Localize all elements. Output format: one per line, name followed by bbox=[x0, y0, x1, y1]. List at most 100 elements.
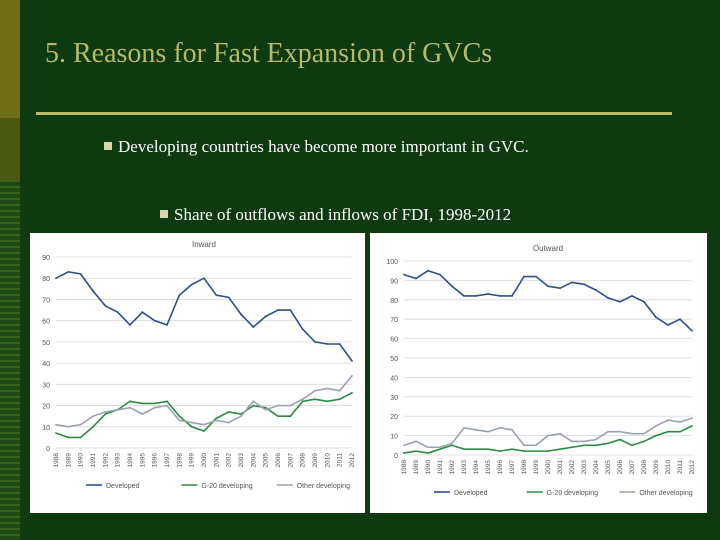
data-point bbox=[116, 311, 119, 314]
data-point bbox=[166, 324, 168, 326]
y-tick-label: 0 bbox=[46, 446, 50, 453]
data-point bbox=[166, 400, 168, 403]
data-point bbox=[547, 450, 549, 453]
y-tick-label: 100 bbox=[386, 259, 398, 266]
legend-label: Other developing bbox=[297, 483, 350, 490]
data-point bbox=[153, 402, 156, 405]
x-tick-label: 2011 bbox=[337, 453, 344, 467]
data-point bbox=[92, 425, 94, 428]
bullet-2-text: Share of outflows and inflows of FDI, 19… bbox=[174, 205, 512, 224]
legend-label: Developed bbox=[454, 490, 488, 497]
data-point bbox=[351, 360, 353, 362]
data-point bbox=[338, 389, 341, 392]
data-point bbox=[655, 434, 657, 437]
data-point bbox=[67, 425, 70, 428]
data-point bbox=[655, 425, 657, 427]
x-tick-label: 1991 bbox=[90, 453, 97, 468]
data-point bbox=[499, 426, 501, 429]
data-point bbox=[511, 448, 513, 451]
y-tick-label: 70 bbox=[390, 317, 398, 324]
data-point bbox=[215, 294, 218, 297]
data-point bbox=[559, 432, 561, 435]
data-point bbox=[55, 432, 57, 435]
left-bar-middle bbox=[0, 118, 20, 180]
x-tick-label: 1989 bbox=[413, 460, 420, 475]
chart-title: Inward bbox=[192, 240, 216, 249]
x-tick-label: 1995 bbox=[485, 460, 492, 475]
x-tick-label: 2000 bbox=[201, 453, 208, 468]
data-point bbox=[301, 328, 304, 331]
data-point bbox=[289, 309, 292, 311]
data-point bbox=[451, 442, 453, 445]
data-point bbox=[153, 319, 156, 322]
data-point bbox=[415, 450, 417, 453]
data-point bbox=[667, 419, 669, 421]
y-tick-label: 60 bbox=[42, 319, 50, 326]
x-tick-label: 1990 bbox=[425, 460, 432, 475]
y-tick-label: 20 bbox=[390, 414, 398, 421]
data-point bbox=[240, 313, 242, 316]
data-point bbox=[511, 428, 513, 431]
x-tick-label: 1994 bbox=[473, 460, 480, 475]
data-point bbox=[619, 300, 621, 303]
data-point bbox=[523, 275, 525, 278]
y-tick-label: 30 bbox=[390, 395, 398, 402]
x-tick-label: 1997 bbox=[509, 460, 516, 475]
bullet-point-2: Share of outflows and inflows of FDI, 19… bbox=[160, 205, 511, 225]
bullet-point-1: Developing countries have become more im… bbox=[104, 137, 529, 157]
data-point bbox=[631, 295, 633, 297]
x-tick-label: 1999 bbox=[533, 460, 540, 475]
data-point bbox=[116, 408, 119, 411]
y-tick-label: 80 bbox=[42, 276, 50, 283]
inward-fdi-chart: Inward 0 10 20 30 40 50 60 70 80 90 1988 1989 1990 199… bbox=[42, 240, 356, 490]
bullet-square-icon bbox=[160, 210, 168, 219]
data-point bbox=[571, 446, 573, 449]
data-point bbox=[314, 389, 316, 392]
data-point bbox=[487, 448, 489, 451]
y-tick-label: 40 bbox=[390, 375, 398, 382]
x-tick-label: 1990 bbox=[78, 453, 85, 468]
data-point bbox=[595, 438, 597, 441]
data-point bbox=[691, 329, 693, 332]
data-point bbox=[215, 419, 218, 422]
data-point bbox=[487, 430, 489, 433]
y-tick-label: 80 bbox=[390, 298, 398, 305]
x-tick-label: 2012 bbox=[349, 453, 356, 468]
data-point bbox=[691, 417, 693, 420]
x-tick-label: 2000 bbox=[545, 460, 552, 475]
data-point bbox=[92, 290, 94, 292]
data-point bbox=[79, 273, 82, 275]
data-point bbox=[607, 442, 609, 445]
data-point bbox=[415, 440, 417, 443]
data-point bbox=[439, 448, 441, 451]
x-tick-label: 1996 bbox=[497, 460, 504, 475]
title-underline bbox=[36, 112, 672, 115]
data-point bbox=[166, 404, 168, 407]
left-bar-top bbox=[0, 0, 20, 118]
x-tick-label: 1999 bbox=[189, 453, 196, 468]
x-tick-label: 2009 bbox=[653, 460, 660, 475]
x-tick-label: 2012 bbox=[689, 460, 696, 475]
x-tick-label: 2006 bbox=[617, 460, 624, 475]
x-tick-label: 2006 bbox=[275, 453, 282, 468]
x-tick-label: 2007 bbox=[629, 460, 636, 475]
series-line bbox=[403, 417, 693, 449]
data-point bbox=[67, 436, 70, 439]
data-point bbox=[79, 436, 82, 439]
outward-fdi-chart: Outward 0 10 20 30 40 50 60 70 80 90 100 1988 1989 199… bbox=[386, 244, 696, 497]
data-point bbox=[129, 324, 131, 326]
x-tick-label: 2010 bbox=[324, 453, 331, 468]
data-point bbox=[153, 406, 156, 409]
y-tick-label: 90 bbox=[390, 278, 398, 285]
x-tick-label: 2002 bbox=[226, 453, 233, 468]
data-point bbox=[227, 296, 230, 299]
data-point bbox=[326, 400, 329, 403]
data-point bbox=[277, 404, 279, 407]
data-point bbox=[547, 434, 549, 437]
data-point bbox=[301, 398, 304, 401]
data-point bbox=[178, 419, 181, 422]
x-tick-label: 2001 bbox=[213, 453, 220, 468]
x-tick-label: 2003 bbox=[238, 453, 245, 468]
data-point bbox=[667, 430, 669, 433]
data-point bbox=[141, 311, 144, 314]
